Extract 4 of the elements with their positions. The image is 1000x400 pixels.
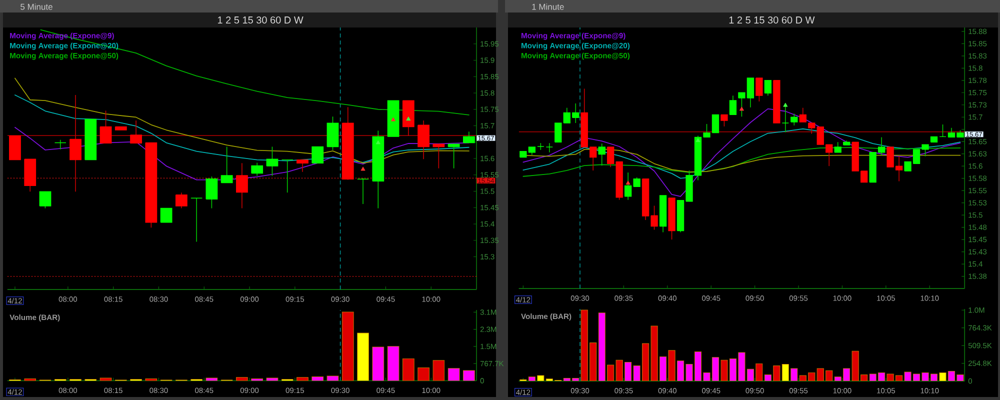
chart-title: 5 Minute: [20, 4, 52, 10]
chart-title: 1 Minute: [532, 4, 564, 10]
text: 1 2 5 15 30 60 D W: [218, 16, 304, 24]
text: 1 2 5 15 30 60 D W: [729, 16, 815, 24]
